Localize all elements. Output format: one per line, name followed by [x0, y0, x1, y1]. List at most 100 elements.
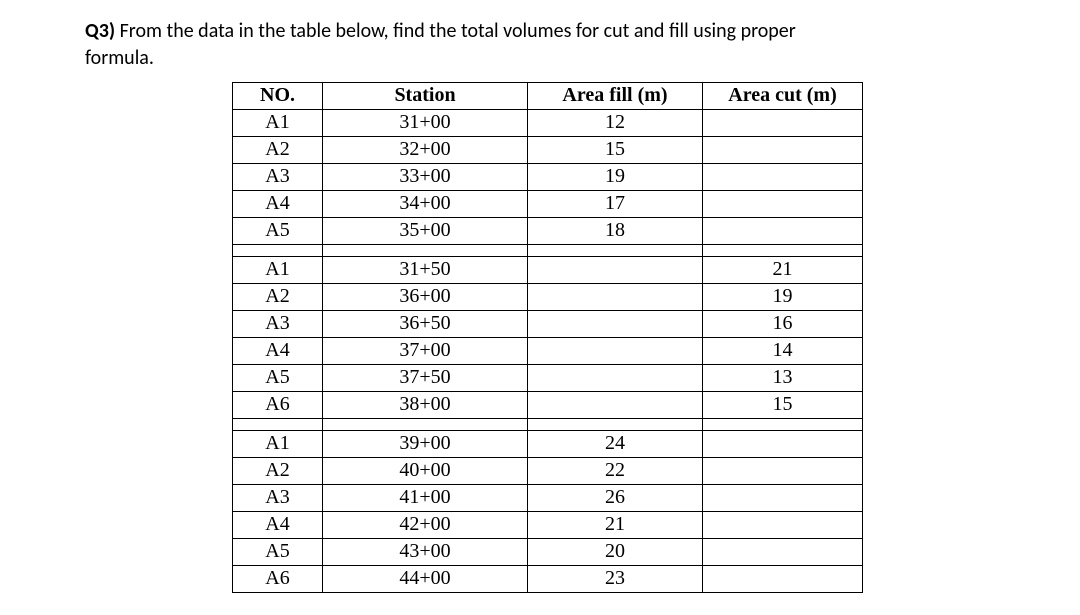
cell-fill: 26: [528, 485, 703, 512]
spacer-cell: [233, 419, 323, 431]
cell-station: 34+00: [323, 191, 528, 218]
cell-cut: [703, 566, 863, 593]
table-row: A638+00 15: [233, 392, 863, 419]
cell-cut: [703, 485, 863, 512]
cell-cut: [703, 137, 863, 164]
cell-cut: [703, 431, 863, 458]
table-row: A333+0019: [233, 164, 863, 191]
cell-station: 44+00: [323, 566, 528, 593]
cell-station: 39+00: [323, 431, 528, 458]
cell-station: 42+00: [323, 512, 528, 539]
cell-cut: [703, 539, 863, 566]
table-row: A434+0017: [233, 191, 863, 218]
cell-cut: 14: [703, 338, 863, 365]
table-row: A535+0018: [233, 218, 863, 245]
spacer-cell: [323, 245, 528, 257]
cell-cut: 19: [703, 284, 863, 311]
cell-fill: [528, 365, 703, 392]
cell-no: A1: [233, 431, 323, 458]
cell-no: A3: [233, 485, 323, 512]
spacer-row: [233, 245, 863, 257]
cell-no: A5: [233, 218, 323, 245]
cell-station: 43+00: [323, 539, 528, 566]
cell-no: A4: [233, 191, 323, 218]
cell-station: 40+00: [323, 458, 528, 485]
cell-station: 32+00: [323, 137, 528, 164]
table-row: A240+0022: [233, 458, 863, 485]
cell-no: A3: [233, 311, 323, 338]
cell-station: 37+50: [323, 365, 528, 392]
cell-cut: [703, 512, 863, 539]
cell-fill: [528, 392, 703, 419]
cell-no: A3: [233, 164, 323, 191]
table-row: A442+0021: [233, 512, 863, 539]
table-row: A341+0026: [233, 485, 863, 512]
cell-cut: 16: [703, 311, 863, 338]
cell-fill: 12: [528, 110, 703, 137]
cell-fill: 15: [528, 137, 703, 164]
cell-no: A2: [233, 284, 323, 311]
col-header-station: Station: [323, 83, 528, 110]
cell-fill: [528, 257, 703, 284]
cell-fill: 20: [528, 539, 703, 566]
cell-no: A4: [233, 338, 323, 365]
cell-station: 41+00: [323, 485, 528, 512]
cell-station: 38+00: [323, 392, 528, 419]
cell-station: 31+50: [323, 257, 528, 284]
table-header-row: NO. Station Area fill (m) Area cut (m): [233, 83, 863, 110]
table-row: A139+0024: [233, 431, 863, 458]
col-header-fill: Area fill (m): [528, 83, 703, 110]
cell-no: A4: [233, 512, 323, 539]
spacer-cell: [233, 245, 323, 257]
cell-station: 35+00: [323, 218, 528, 245]
cell-fill: [528, 311, 703, 338]
cell-station: 37+00: [323, 338, 528, 365]
table-row: A336+50 16: [233, 311, 863, 338]
table-row: A537+50 13: [233, 365, 863, 392]
cell-cut: [703, 218, 863, 245]
cell-no: A1: [233, 110, 323, 137]
cell-fill: 21: [528, 512, 703, 539]
cell-fill: 24: [528, 431, 703, 458]
cell-cut: [703, 191, 863, 218]
spacer-cell: [323, 419, 528, 431]
cell-station: 31+00: [323, 110, 528, 137]
data-table: NO. Station Area fill (m) Area cut (m) A…: [232, 82, 863, 593]
cell-fill: 22: [528, 458, 703, 485]
question-line-1: From the data in the table below, find t…: [115, 19, 796, 43]
spacer-cell: [528, 245, 703, 257]
col-header-no: NO.: [233, 83, 323, 110]
cell-cut: 15: [703, 392, 863, 419]
col-header-cut: Area cut (m): [703, 83, 863, 110]
spacer-cell: [703, 245, 863, 257]
cell-no: A5: [233, 365, 323, 392]
cell-fill: [528, 284, 703, 311]
question-text: Q3) From the data in the table below, fi…: [85, 18, 1010, 72]
cell-no: A6: [233, 566, 323, 593]
table-row: A131+50 21: [233, 257, 863, 284]
cell-no: A2: [233, 137, 323, 164]
cell-no: A6: [233, 392, 323, 419]
cell-cut: 13: [703, 365, 863, 392]
cell-station: 36+50: [323, 311, 528, 338]
cell-no: A1: [233, 257, 323, 284]
table-row: A437+00 14: [233, 338, 863, 365]
table-row: A131+0012: [233, 110, 863, 137]
cell-no: A5: [233, 539, 323, 566]
cell-fill: 18: [528, 218, 703, 245]
cell-station: 36+00: [323, 284, 528, 311]
spacer-cell: [528, 419, 703, 431]
spacer-cell: [703, 419, 863, 431]
question-line-2: formula.: [85, 46, 154, 70]
question-number: Q3): [85, 19, 115, 43]
table-row: A644+0023: [233, 566, 863, 593]
cell-cut: [703, 110, 863, 137]
cell-no: A2: [233, 458, 323, 485]
cell-cut: 21: [703, 257, 863, 284]
table-row: A236+00 19: [233, 284, 863, 311]
cell-fill: 17: [528, 191, 703, 218]
table-row: A232+0015: [233, 137, 863, 164]
cell-station: 33+00: [323, 164, 528, 191]
cell-cut: [703, 164, 863, 191]
cell-cut: [703, 458, 863, 485]
